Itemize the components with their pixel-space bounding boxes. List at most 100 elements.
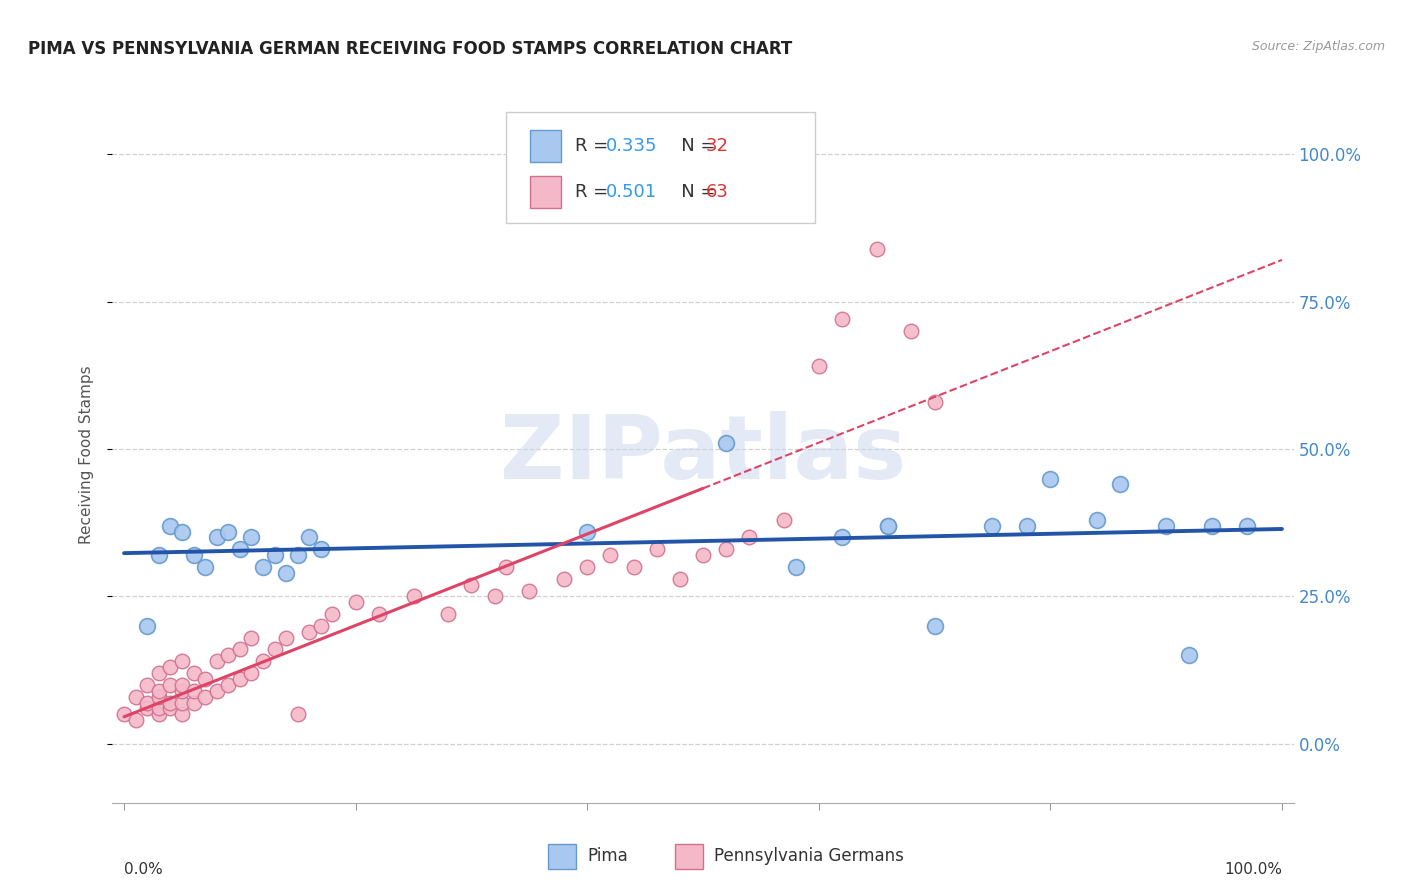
- Point: [240, 531, 263, 545]
- Point: [367, 607, 389, 621]
- Text: PIMA VS PENNSYLVANIA GERMAN RECEIVING FOOD STAMPS CORRELATION CHART: PIMA VS PENNSYLVANIA GERMAN RECEIVING FO…: [28, 40, 793, 58]
- Point: [170, 524, 193, 539]
- Point: [124, 690, 146, 704]
- Point: [714, 436, 737, 450]
- Point: [263, 642, 285, 657]
- Y-axis label: Receiving Food Stamps: Receiving Food Stamps: [79, 366, 94, 544]
- Point: [460, 577, 482, 591]
- Point: [1154, 518, 1177, 533]
- Point: [136, 701, 159, 715]
- Point: [148, 683, 170, 698]
- Point: [170, 696, 193, 710]
- Point: [159, 701, 181, 715]
- Point: [194, 672, 217, 686]
- Point: [217, 648, 239, 663]
- Point: [738, 531, 761, 545]
- Point: [194, 560, 217, 574]
- Point: [159, 678, 181, 692]
- Point: [194, 690, 217, 704]
- Text: N =: N =: [664, 137, 721, 155]
- Point: [495, 560, 517, 574]
- Point: [183, 683, 205, 698]
- Point: [866, 242, 889, 256]
- Point: [1178, 648, 1201, 663]
- Point: [517, 583, 540, 598]
- Point: [276, 566, 298, 580]
- Point: [669, 572, 692, 586]
- Text: R =: R =: [575, 183, 614, 201]
- Point: [148, 548, 170, 562]
- Point: [148, 707, 170, 722]
- Point: [1039, 471, 1062, 485]
- Point: [217, 524, 239, 539]
- Point: [402, 590, 425, 604]
- Point: [900, 324, 922, 338]
- Point: [645, 542, 668, 557]
- Point: [229, 672, 252, 686]
- Point: [1236, 518, 1258, 533]
- Text: 0.0%: 0.0%: [124, 862, 163, 877]
- Point: [623, 560, 645, 574]
- Point: [831, 312, 853, 326]
- Text: 0.501: 0.501: [606, 183, 657, 201]
- Point: [599, 548, 621, 562]
- Point: [136, 619, 159, 633]
- Point: [170, 654, 193, 668]
- Point: [183, 666, 205, 681]
- Point: [159, 518, 181, 533]
- Point: [148, 701, 170, 715]
- Point: [576, 524, 599, 539]
- Point: [263, 548, 285, 562]
- Point: [112, 707, 135, 722]
- Text: N =: N =: [664, 183, 721, 201]
- Text: 0.335: 0.335: [606, 137, 658, 155]
- Point: [831, 531, 853, 545]
- Point: [240, 666, 263, 681]
- Point: [298, 624, 321, 639]
- Text: Source: ZipAtlas.com: Source: ZipAtlas.com: [1251, 40, 1385, 54]
- Point: [1017, 518, 1039, 533]
- Point: [298, 531, 321, 545]
- Point: [437, 607, 460, 621]
- Point: [159, 696, 181, 710]
- Point: [287, 707, 309, 722]
- Point: [807, 359, 830, 374]
- Point: [170, 678, 193, 692]
- Point: [124, 713, 146, 727]
- Text: 100.0%: 100.0%: [1225, 862, 1282, 877]
- Point: [183, 548, 205, 562]
- Point: [785, 560, 807, 574]
- Point: [321, 607, 343, 621]
- Point: [252, 654, 274, 668]
- Point: [183, 696, 205, 710]
- Point: [229, 542, 252, 557]
- Point: [148, 690, 170, 704]
- Point: [309, 619, 332, 633]
- Point: [170, 707, 193, 722]
- Text: Pima: Pima: [588, 847, 628, 865]
- Point: [344, 595, 367, 609]
- Point: [1085, 513, 1108, 527]
- Point: [205, 531, 228, 545]
- Point: [877, 518, 900, 533]
- Point: [877, 518, 900, 533]
- Text: 63: 63: [706, 183, 728, 201]
- Point: [229, 642, 252, 657]
- Text: Pennsylvania Germans: Pennsylvania Germans: [714, 847, 904, 865]
- Point: [773, 513, 796, 527]
- Point: [252, 560, 274, 574]
- Point: [217, 678, 239, 692]
- Point: [287, 548, 309, 562]
- Point: [553, 572, 575, 586]
- Point: [148, 666, 170, 681]
- Point: [205, 654, 228, 668]
- Point: [136, 696, 159, 710]
- Text: R =: R =: [575, 137, 614, 155]
- Point: [692, 548, 714, 562]
- Text: ZIPatlas: ZIPatlas: [501, 411, 905, 499]
- Point: [576, 560, 599, 574]
- Point: [484, 590, 506, 604]
- Text: 32: 32: [706, 137, 728, 155]
- Point: [981, 518, 1004, 533]
- Point: [136, 678, 159, 692]
